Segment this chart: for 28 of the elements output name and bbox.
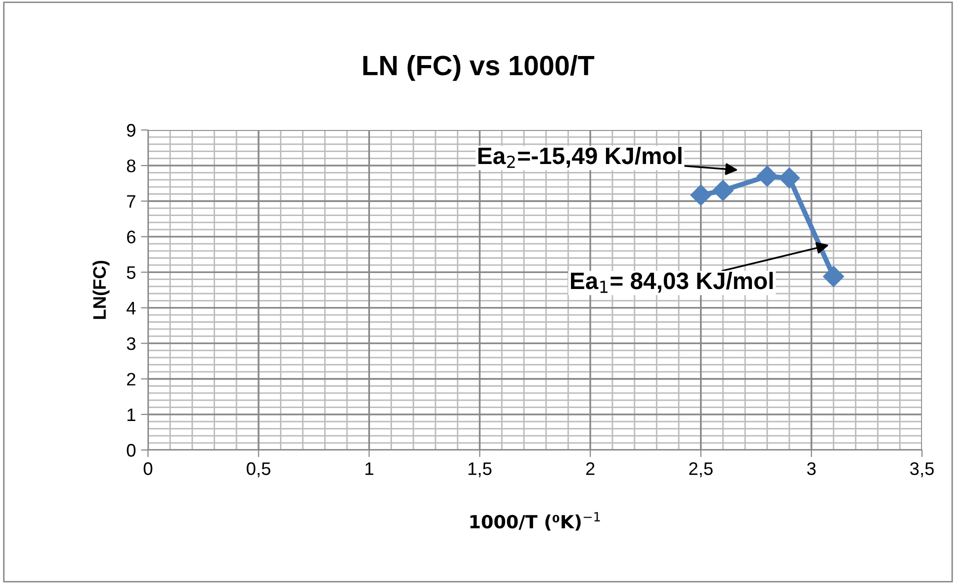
y-tick-label: 7 (127, 195, 136, 208)
annotation: Ea$_{2}$=-15,49 KJ/mol (478, 146, 682, 168)
point (712, 180, 734, 201)
x-tick-label: 3,5 (910, 462, 934, 478)
x-tick-label: 1 (366, 462, 374, 475)
point (756, 166, 778, 187)
y-tick-label: 9 (127, 124, 136, 137)
y-tick-label: 0 (126, 444, 136, 457)
annotation: Ea$_{1}$= 84,03 KJ/mol (570, 272, 773, 293)
x-tick-label: 1,5 (468, 462, 492, 478)
point (690, 184, 712, 206)
y-axis-title: LN(FC) (92, 260, 110, 319)
y-tick-label: 4 (126, 302, 136, 314)
x-tick-label: 0,5 (246, 462, 270, 478)
y-tick-label: 6 (127, 230, 136, 244)
x-tick-label: 2,5 (689, 462, 713, 478)
x-tick-label: 0 (144, 462, 152, 476)
y-tick-label: 3 (126, 337, 136, 350)
x-tick-label: 2 (586, 462, 594, 475)
y-tick-label: 2 (127, 372, 136, 386)
y-tick-label: 5 (126, 266, 136, 279)
chart-title: LN (FC) vs 1000/T (363, 55, 594, 81)
x-tick-label: 3 (807, 462, 816, 476)
y-tick-label: 1 (128, 408, 136, 421)
point (778, 167, 800, 189)
y-tick-label: 8 (126, 159, 136, 172)
point (823, 266, 844, 288)
x-axis-title: 1000/T (⁰K)$^{−1}$ (470, 512, 600, 531)
